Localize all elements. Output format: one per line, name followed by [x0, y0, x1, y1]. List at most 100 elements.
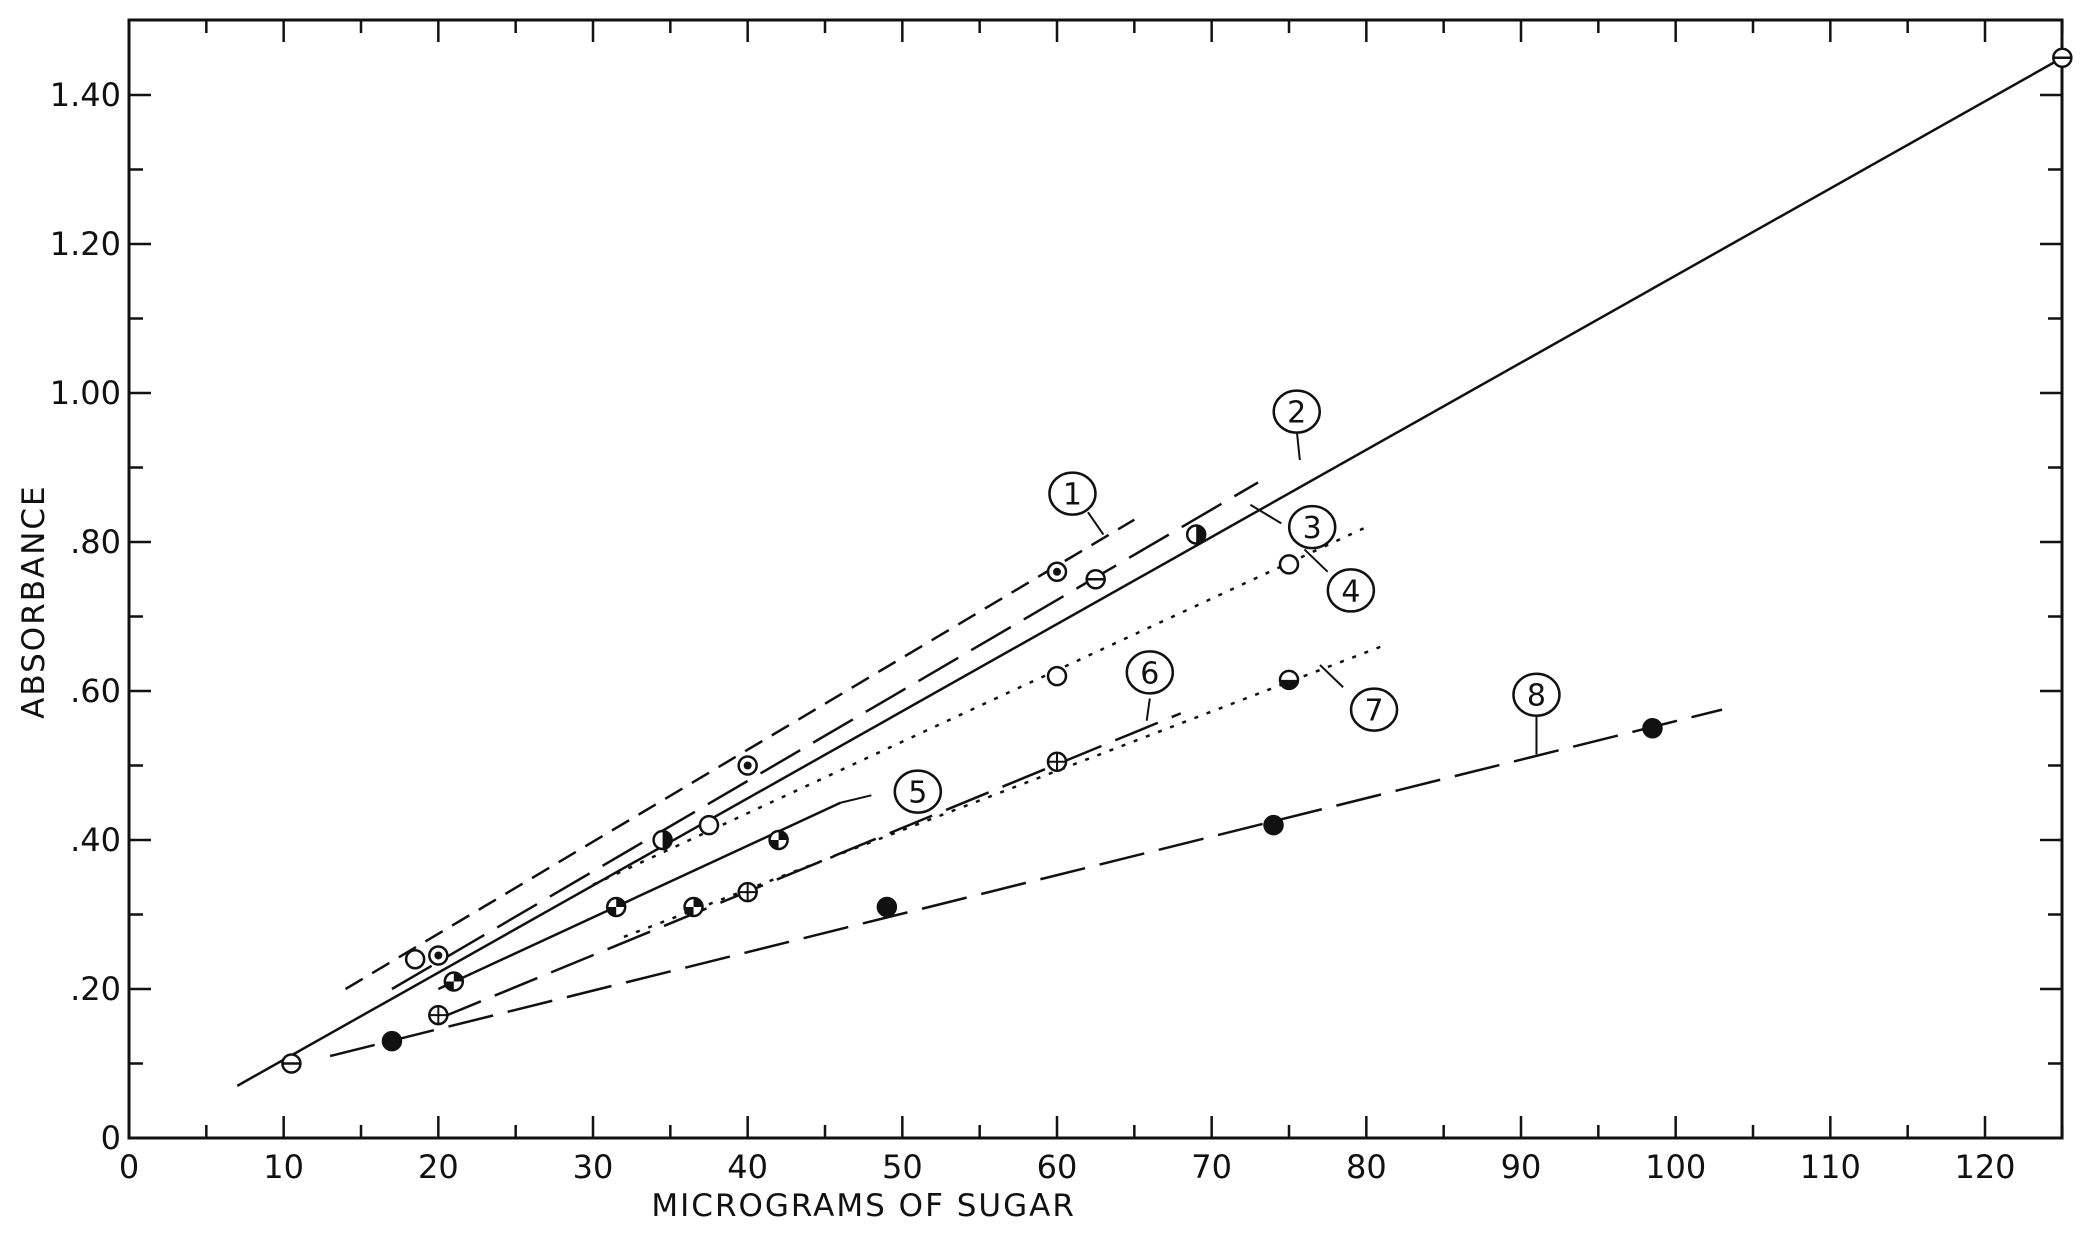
point-marker-dot [434, 951, 443, 960]
point-marker-fill [1196, 525, 1206, 544]
data-point [605, 896, 627, 918]
data-point [1185, 524, 1207, 545]
x-tick-label: 20 [418, 1148, 459, 1186]
x-tick-label: 10 [263, 1148, 304, 1186]
data-point [1046, 561, 1068, 583]
data-point [1046, 665, 1068, 687]
data-point [281, 1053, 302, 1074]
series-label: 6 [1140, 656, 1159, 691]
x-tick-label: 70 [1191, 1148, 1232, 1186]
point-marker [876, 896, 898, 918]
y-tick-label: .20 [70, 970, 121, 1008]
x-tick-label: 80 [1346, 1148, 1387, 1186]
lines-layer [236, 56, 2063, 1087]
point-marker-fill [453, 972, 463, 982]
callouts-layer: 1 2 34 5 6 7 8 [840, 389, 1561, 814]
point-marker-dot [743, 761, 752, 770]
data-point [1642, 718, 1663, 739]
point-marker-dot [1053, 567, 1061, 576]
point-marker [1046, 665, 1068, 687]
series-callout-3: 3 [1249, 503, 1337, 550]
x-tick-label: 30 [573, 1148, 614, 1186]
point-marker-fill [662, 831, 672, 849]
callout-leader [1145, 698, 1151, 721]
point-marker [381, 1030, 403, 1052]
series-callout-5: 5 [840, 769, 943, 814]
series-label: 3 [1303, 511, 1322, 546]
callout-leader [1319, 664, 1344, 688]
callout-circle [1048, 471, 1097, 516]
series-label: 2 [1287, 396, 1306, 431]
callout-circle [1326, 568, 1376, 613]
y-tick-labels: 0 .20 .40 .60 .80 1.00 1.20 1.40 [50, 76, 121, 1157]
point-marker [404, 948, 426, 970]
ticks-layer [129, 20, 2064, 1138]
data-point [1278, 554, 1300, 575]
y-tick-label: 1.00 [50, 374, 121, 412]
callout-circle [893, 769, 943, 814]
y-tick-label: 0 [101, 1119, 121, 1157]
data-point [683, 896, 704, 918]
series-label: 7 [1365, 694, 1384, 729]
data-point [876, 896, 898, 918]
data-point [428, 945, 449, 966]
callout-circle [1287, 504, 1337, 550]
y-axis-title: ABSORBANCE [16, 484, 52, 718]
series-label: 8 [1527, 679, 1546, 714]
x-tick-labels: 0 10 20 30 40 50 60 70 80 90 100 110 120 [119, 1148, 2016, 1186]
data-point [1263, 814, 1284, 836]
series-label: 5 [908, 776, 927, 811]
data-point [652, 829, 673, 851]
callout-leader [1087, 511, 1105, 536]
point-marker-fill [616, 898, 626, 908]
y-tick-label: 1.20 [50, 225, 121, 263]
point-marker-fill [778, 831, 788, 840]
callout-circle [1125, 650, 1175, 695]
point-marker-fill [444, 981, 454, 991]
data-point [2052, 47, 2073, 68]
callout-leader [1249, 503, 1282, 525]
series-line-1 [344, 518, 1135, 991]
x-tick-label: 40 [727, 1148, 768, 1186]
callout-circle [1272, 389, 1321, 434]
data-point [443, 971, 465, 992]
x-tick-label: 50 [882, 1148, 923, 1186]
y-tick-label: .80 [70, 523, 121, 561]
point-marker-fill [684, 907, 694, 917]
callout-circle [1512, 672, 1561, 717]
x-tick-label: 90 [1501, 1148, 1542, 1186]
data-point [698, 814, 720, 836]
point-marker-fill [693, 898, 703, 908]
series-callout-4: 4 [1303, 548, 1376, 613]
point-marker [1642, 718, 1663, 739]
data-point [737, 755, 758, 776]
x-axis-title: MICROGRAMS OF SUGAR [651, 1188, 1076, 1224]
y-tick-label: .60 [70, 672, 121, 710]
data-point [1046, 751, 1068, 773]
callout-leader [840, 794, 872, 804]
series-line-7 [623, 645, 1383, 939]
data-point [1278, 669, 1300, 691]
series-line-2 [236, 56, 2063, 1087]
point-marker-fill [769, 840, 779, 849]
data-point [404, 948, 426, 970]
y-tick-label: 1.40 [50, 76, 121, 114]
x-tick-label: 100 [1645, 1148, 1706, 1186]
callout-leader [1303, 548, 1329, 573]
series-callout-8: 8 [1512, 672, 1561, 755]
data-point [381, 1030, 403, 1052]
x-tick-label: 120 [1954, 1148, 2015, 1186]
point-marker-fill [607, 907, 617, 917]
point-marker [1263, 814, 1284, 836]
series-label: 4 [1341, 574, 1360, 609]
point-marker-fill [1280, 679, 1298, 689]
x-tick-label: 60 [1037, 1148, 1078, 1186]
data-point [428, 1004, 449, 1026]
data-point [1085, 569, 1106, 590]
series-callout-6: 6 [1125, 650, 1175, 721]
series-label: 1 [1063, 478, 1082, 513]
callout-circle [1349, 687, 1399, 732]
series-callout-7: 7 [1319, 664, 1399, 732]
